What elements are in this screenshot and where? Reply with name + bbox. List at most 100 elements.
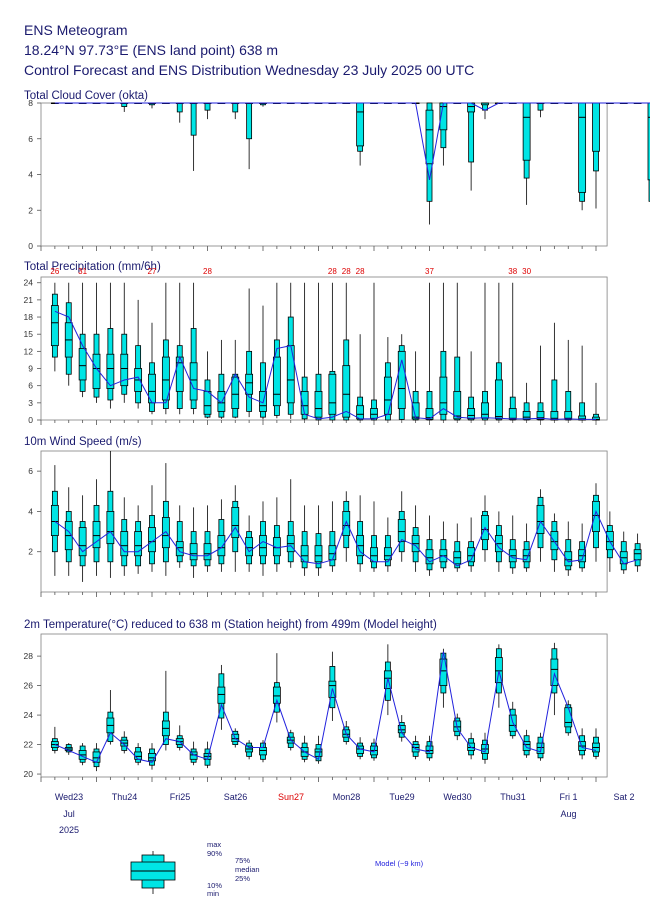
p25-p75-box — [592, 500, 600, 532]
ens-box — [203, 741, 212, 769]
ens-box — [231, 485, 240, 572]
year-label: 2025 — [59, 825, 79, 835]
p25-p75-box — [217, 535, 226, 557]
p25-p75-box — [550, 411, 559, 421]
ens-box — [425, 515, 434, 576]
p25-p75-box — [314, 545, 323, 563]
ens-box — [50, 465, 59, 576]
ens-box — [508, 282, 517, 421]
ens-box — [494, 282, 503, 421]
panel-title: 10m Wind Speed (m/s) — [24, 436, 142, 448]
p25-p75-box — [50, 305, 59, 347]
ens-box — [411, 735, 420, 760]
y-tick-label: 21 — [24, 295, 34, 305]
ens-box — [383, 337, 392, 421]
y-tick-label: 15 — [24, 329, 34, 339]
p25-p75-box — [189, 543, 198, 561]
p25-p75-box — [78, 348, 87, 381]
exceed-label: 28 — [203, 267, 212, 276]
p25-p75-box — [328, 373, 337, 415]
day-label: Wed23 — [55, 792, 83, 802]
day-label: Fri25 — [170, 792, 191, 802]
ens-box — [120, 102, 129, 112]
exceed-label: 27 — [148, 267, 157, 276]
ens-box — [522, 523, 531, 572]
p25-p75-box — [259, 535, 267, 557]
p10-p90-box — [565, 390, 572, 421]
p25-p75-box — [78, 527, 87, 557]
ens-box — [106, 282, 115, 409]
ens-box — [397, 491, 406, 562]
ens-box — [203, 102, 212, 120]
p25-p75-box — [231, 376, 240, 409]
ens-box — [494, 511, 503, 572]
p25-p75-box — [411, 744, 420, 753]
panel-title: Total Cloud Cover (okta) — [24, 90, 148, 102]
legend-p90: 90% — [207, 849, 222, 858]
ens-box — [300, 505, 309, 576]
ens-box — [120, 497, 129, 576]
ens-box — [536, 732, 545, 761]
ens-box — [106, 451, 115, 578]
ens-box — [550, 322, 559, 421]
p25-p75-box — [592, 102, 600, 152]
p25-p75-box — [383, 547, 392, 561]
ens-box — [619, 531, 628, 574]
ens-box — [356, 334, 365, 421]
ens-box — [356, 737, 365, 760]
ens-box — [370, 501, 378, 572]
p25-p75-box — [203, 543, 212, 561]
ens-box — [92, 743, 101, 772]
p10-p90-box — [204, 102, 211, 111]
ens-box — [522, 102, 531, 205]
ens-box — [286, 479, 295, 568]
panel-title: 2m Temperature(°C) reduced to 638 m (Sta… — [24, 619, 437, 631]
p25-p75-box — [272, 686, 281, 704]
ens-box — [356, 102, 365, 166]
p25-p75-box — [106, 353, 115, 389]
p25-p75-box — [272, 356, 281, 407]
ens-box — [217, 499, 226, 572]
panel-2: Total Precipitation (mm/6h) 0 3 6 9 12 15 18 21 2… — [24, 261, 608, 425]
panel-frame — [40, 276, 608, 421]
exceed-label: 31 — [78, 267, 87, 276]
ens-box — [564, 339, 573, 421]
ens-box — [189, 102, 198, 171]
ens-box — [592, 728, 600, 760]
ens-box — [467, 732, 476, 760]
ens-box — [286, 282, 295, 419]
ens-box — [425, 282, 434, 421]
p25-p75-box — [148, 753, 156, 762]
p25-p75-box — [245, 537, 254, 557]
y-tick-label: 20 — [24, 769, 34, 779]
ens-box — [272, 497, 281, 572]
ens-box — [134, 743, 143, 766]
ens-box — [397, 715, 406, 742]
y-tick-label: 24 — [24, 278, 34, 288]
ens-box — [356, 495, 365, 572]
p25-p75-box — [314, 748, 323, 757]
p25-p75-box — [550, 531, 559, 551]
p25-p75-box — [564, 551, 573, 567]
p25-p75-box — [564, 411, 573, 420]
ens-box — [467, 517, 476, 572]
p10-p90-box — [246, 102, 253, 140]
day-label: Tue29 — [389, 792, 414, 802]
p25-p75-box — [411, 402, 420, 420]
p25-p75-box — [203, 390, 212, 415]
p25-p75-box — [536, 742, 545, 754]
y-tick-label: 3 — [28, 398, 33, 408]
exceed-label: 28 — [342, 267, 351, 276]
y-tick-label: 6 — [28, 466, 33, 476]
ens-box — [175, 505, 184, 568]
p25-p75-box — [161, 356, 170, 401]
p25-p75-box — [508, 408, 517, 420]
day-label: Sun27 — [278, 792, 304, 802]
ens-box — [425, 102, 434, 225]
y-tick-label: 28 — [24, 651, 34, 661]
p25-p75-box — [522, 411, 531, 420]
ens-box — [425, 735, 434, 761]
ens-box — [300, 282, 309, 420]
p25-p75-box — [259, 747, 267, 756]
panel-frame — [40, 633, 608, 778]
